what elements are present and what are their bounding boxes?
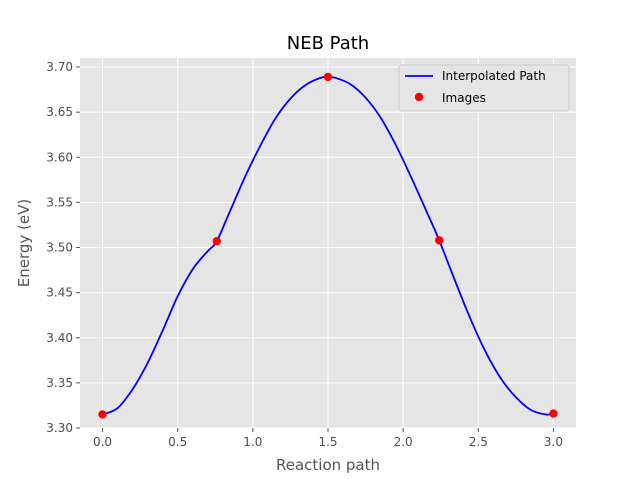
- legend: Interpolated Path Images: [398, 64, 570, 112]
- image-point: [323, 72, 333, 82]
- x-tick-label: 0.5: [168, 435, 187, 449]
- x-tick-label: 3.0: [544, 435, 563, 449]
- legend-label-images: Images: [442, 91, 486, 105]
- y-axis-label: Energy (eV): [15, 199, 33, 287]
- image-point: [435, 236, 444, 245]
- y-tick-label: 3.55: [46, 195, 73, 209]
- y-tick-label: 3.35: [46, 376, 73, 390]
- x-tick-label: 2.0: [394, 435, 413, 449]
- image-point: [212, 236, 221, 246]
- y-tick-label: 3.45: [46, 286, 73, 300]
- x-axis-label: Reaction path: [276, 456, 380, 474]
- y-tick-label: 3.65: [46, 105, 73, 119]
- grid-layer: [80, 58, 576, 429]
- legend-box: [398, 64, 570, 112]
- x-tick-label: 1.0: [243, 435, 262, 449]
- x-tick-label: 1.5: [318, 435, 337, 449]
- y-tick-label: 3.30: [46, 421, 73, 435]
- x-tick-label: 0.0: [93, 435, 112, 449]
- y-tick-label: 3.50: [46, 241, 73, 255]
- image-point: [549, 409, 558, 418]
- legend-marker-swatch: [414, 92, 424, 102]
- chart-title: NEB Path: [287, 33, 369, 54]
- series-layer: [98, 72, 558, 419]
- image-point: [98, 410, 107, 419]
- tick-layer: 0.0 0.5 1.0 1.5 2.0 2.5 3.0 3.30 3.35 3.40 3.45 3.5…: [46, 60, 563, 449]
- legend-label-interpolated-path: Interpolated Path: [442, 69, 546, 83]
- y-tick-label: 3.70: [46, 60, 73, 74]
- y-tick-label: 3.60: [46, 150, 73, 164]
- x-tick-label: 2.5: [469, 435, 488, 449]
- y-tick-label: 3.40: [46, 331, 73, 345]
